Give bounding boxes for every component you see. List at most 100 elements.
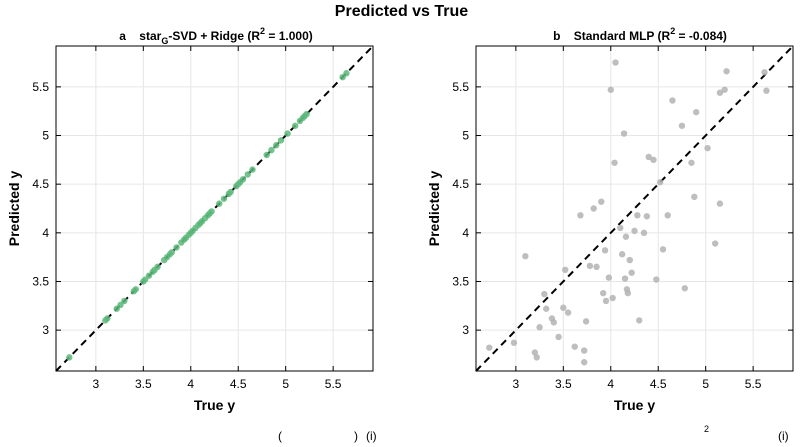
panel-a-ytick-label: 4 — [42, 226, 49, 240]
panel-b-data-point — [533, 354, 540, 361]
panel-a-data-point — [277, 137, 285, 144]
panel-b-data-point — [763, 87, 770, 94]
panel-a-data-point — [104, 315, 111, 322]
caption-fragment-open-paren: ( — [278, 429, 282, 443]
panel-a-data-point — [249, 166, 256, 173]
panel-a-data-point — [173, 244, 180, 251]
panel-b-data-point — [612, 59, 619, 66]
panel-b-data-point — [653, 276, 660, 283]
panel-a-xtick-label: 3.5 — [135, 377, 152, 391]
panel-b-xtick-label: 4.5 — [650, 377, 667, 391]
panel-b-data-point — [607, 86, 614, 93]
panel-b-data-point — [656, 179, 664, 186]
panel-a-ytick-label: 4.5 — [32, 177, 49, 191]
panel-a-ytick-label: 5 — [42, 129, 49, 143]
panel-a-title-post: = 1.000) — [265, 29, 313, 43]
panel-a-data-point — [291, 122, 299, 129]
panel-a-data-point — [244, 171, 251, 178]
panel-a-data-point — [268, 146, 275, 154]
panel-a-data-point — [272, 142, 280, 149]
panel-b-data-point — [621, 275, 629, 282]
panel-a-letter: a — [119, 29, 126, 43]
panel-b-data-point — [510, 339, 518, 346]
panel-a: a starG-SVD + Ridge (R2 = 1.000) 3 3.5 4 4.… — [6, 26, 374, 413]
panel-a-data-point — [343, 70, 350, 77]
panel-a-grid — [56, 46, 373, 371]
panel-b-xtick-label: 5.5 — [745, 377, 762, 391]
panel-a-data-point — [216, 200, 223, 207]
panel-b-data-point — [522, 252, 529, 260]
panel-b-data-point — [704, 144, 711, 152]
panel-a-xtick-label: 4 — [187, 377, 194, 391]
panel-b-data-point — [562, 266, 569, 274]
caption-fragment-superscript: 2 — [704, 424, 709, 434]
panel-a-title-sup: 2 — [260, 26, 265, 36]
panel-b-data-point — [721, 86, 728, 93]
panel-b-xtick-label: 4 — [607, 377, 614, 391]
panel-b-data-point — [645, 153, 652, 161]
panel-b: b Standard MLP (R2 = -0.084) 3 3.5 4 4.5 5 5.… — [426, 26, 794, 413]
panel-b-ytick-label: 5 — [462, 129, 469, 143]
panel-b-title-pre: Standard MLP (R — [574, 29, 671, 43]
panel-b-data-point — [711, 240, 719, 247]
panel-b-data-point — [628, 269, 635, 276]
panel-b-xtick-label: 5 — [702, 377, 709, 391]
panel-b-title-sup: 2 — [670, 26, 675, 36]
panel-b-ytick-label: 4 — [462, 226, 469, 240]
panel-b-data-point — [598, 198, 605, 205]
panel-b-data-point — [586, 262, 594, 270]
panel-b-letter: b — [553, 29, 560, 43]
panel-b-ytick-label: 3 — [462, 323, 469, 337]
panel-b-data-point — [631, 227, 638, 235]
panel-a-xtick-label: 3 — [93, 377, 100, 391]
panel-b-data-point — [636, 317, 643, 324]
panel-a-data-point — [66, 354, 73, 361]
panel-b-data-point — [555, 333, 562, 341]
panel-a-data-point — [227, 188, 234, 196]
panel-a-title: a starG-SVD + Ridge (R2 = 1.000) — [119, 26, 312, 46]
panel-b-data-point — [681, 285, 689, 292]
panel-b-ticks: 3 3.5 4 4.5 5 5.5 3 3.5 4 4.5 5 5.5 — [452, 46, 793, 391]
panel-b-data-point — [659, 246, 667, 253]
panel-b-data-point — [664, 212, 671, 219]
panel-b-data-point — [486, 344, 493, 351]
panel-b-data-point — [599, 289, 607, 297]
panel-b-ylabel: Predicted y — [426, 171, 442, 247]
panel-b-data-point — [550, 319, 558, 326]
panel-b-data-point — [564, 309, 572, 316]
panel-a-data-point — [284, 130, 291, 137]
panel-b-data-point — [622, 233, 630, 240]
panel-b-title-post: = -0.084) — [675, 29, 727, 43]
panel-b-data-point — [536, 324, 543, 331]
panel-a-ytick-label: 5.5 — [32, 80, 49, 94]
panel-b-ytick-label: 4.5 — [452, 177, 469, 191]
panel-b-data-point — [634, 212, 641, 219]
panel-b-data-point — [602, 297, 610, 305]
panel-b-data-point — [678, 122, 686, 129]
panel-b-axes-frame — [475, 45, 794, 372]
panel-b-data-point — [605, 274, 613, 281]
panel-b-data-point — [626, 256, 633, 264]
panel-a-xtick-label: 5 — [282, 377, 289, 391]
bottom-caption-fragments: ( ) (i) 2 (i) — [278, 424, 789, 443]
panel-b-data-point — [716, 200, 724, 207]
panel-a-ytick-label: 3 — [42, 323, 49, 337]
panel-b-data-point — [692, 108, 700, 116]
panel-b-data-point — [543, 305, 550, 312]
panel-b-data-point — [643, 213, 651, 220]
panel-b-data-point — [609, 294, 616, 302]
panel-b-data-point — [618, 251, 626, 258]
panel-a-points — [66, 70, 350, 361]
panel-a-data-point — [208, 208, 215, 215]
panel-a-title-pre: star — [139, 29, 161, 43]
panel-a-data-point — [303, 110, 310, 118]
panel-b-data-point — [723, 68, 730, 75]
panel-a-ticks: 3 3.5 4 4.5 5 5.5 3 3.5 4 4.5 5 5.5 — [32, 46, 373, 391]
panel-b-data-point — [669, 97, 676, 104]
panel-b-data-point — [582, 318, 590, 325]
panel-b-data-point — [577, 212, 584, 219]
panel-a-data-point — [239, 176, 247, 183]
panel-b-data-point — [617, 224, 624, 232]
caption-fragment-close-paren: ) — [354, 429, 358, 443]
panel-b-xlabel: True y — [614, 397, 655, 413]
